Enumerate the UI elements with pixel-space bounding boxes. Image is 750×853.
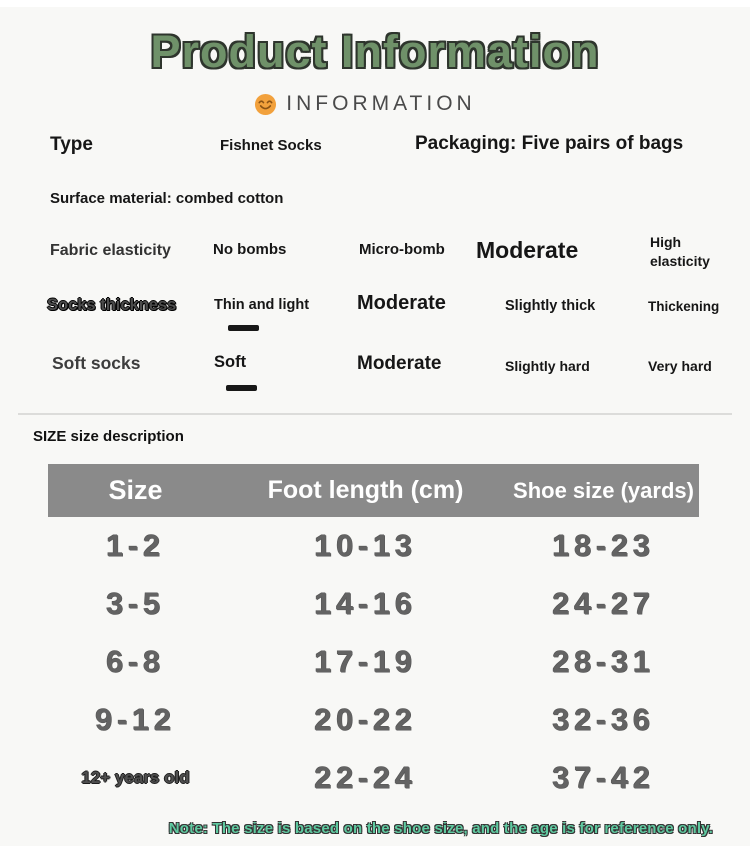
table-row: 1-2 10-13 18-23 [48,517,699,575]
size-note: Note: The size is based on the shoe size… [168,820,713,837]
fabric-elasticity-label: Fabric elasticity [50,242,171,259]
type-label: Type [50,134,93,155]
information-subtitle: INFORMATION [0,92,740,116]
cell-foot-length: 22-24 [314,760,417,795]
socks-thickness-label: Socks thickness [47,296,177,314]
cell-size: 3-5 [106,586,165,621]
table-row: 6-8 17-19 28-31 [48,633,699,691]
cell-shoe-size: 24-27 [552,586,655,621]
softness-option-very-hard: Very hard [648,358,712,374]
table-row: 9-12 20-22 32-36 [48,691,699,749]
bottom-edge-strip [0,846,750,853]
header-foot-length: Foot length (cm) [267,476,464,504]
fabric-elasticity-option-micro-bomb: Micro-bomb [359,241,445,258]
table-row: 3-5 14-16 24-27 [48,575,699,633]
fabric-elasticity-option-high-elasticity: High elasticity [650,234,710,269]
softness-label: Soft socks [52,353,141,373]
cell-foot-length: 20-22 [314,702,417,737]
packaging-value: Packaging: Five pairs of bags [415,133,684,154]
top-edge-strip [0,0,750,7]
fabric-elasticity-option-moderate: Moderate [476,237,579,263]
softness-option-moderate: Moderate [357,353,442,374]
cell-size: 1-2 [106,528,165,563]
cell-shoe-size: 37-42 [552,760,655,795]
information-label: INFORMATION [286,92,476,115]
page-title: Product Information [150,26,600,77]
cell-size: 12+ years old [81,768,190,787]
cell-size: 9-12 [95,702,176,737]
socks-thickness-option-moderate: Moderate [357,292,446,314]
table-row: 12+ years old 22-24 37-42 [48,749,699,807]
selected-underline-soft [226,385,257,391]
softness-option-soft: Soft [214,353,247,371]
smiley-face-icon [254,93,277,116]
section-divider [18,413,732,415]
socks-thickness-option-thickening: Thickening [648,299,720,314]
softness-option-slightly-hard: Slightly hard [505,358,590,374]
header-size: Size [108,475,163,505]
cell-foot-length: 10-13 [314,528,417,563]
selected-underline-thin-and-light [228,325,259,331]
fabric-elasticity-option-no-bombs: No bombs [213,241,287,258]
type-value: Fishnet Socks [220,137,322,154]
cell-size: 6-8 [106,644,165,679]
socks-thickness-option-thin-and-light: Thin and light [214,297,310,313]
surface-material-value: Surface material: combed cotton [50,190,284,207]
cell-foot-length: 17-19 [314,644,417,679]
size-section-heading: SIZE size description [33,428,184,445]
size-table-header: Size Foot length (cm) Shoe size (yards) [48,464,699,517]
size-table: Size Foot length (cm) Shoe size (yards) … [48,464,699,807]
cell-shoe-size: 18-23 [552,528,655,563]
cell-shoe-size: 32-36 [552,702,655,737]
cell-shoe-size: 28-31 [552,644,655,679]
socks-thickness-option-slightly-thick: Slightly thick [505,298,596,314]
header-shoe-size: Shoe size (yards) [513,477,694,503]
cell-foot-length: 14-16 [314,586,417,621]
